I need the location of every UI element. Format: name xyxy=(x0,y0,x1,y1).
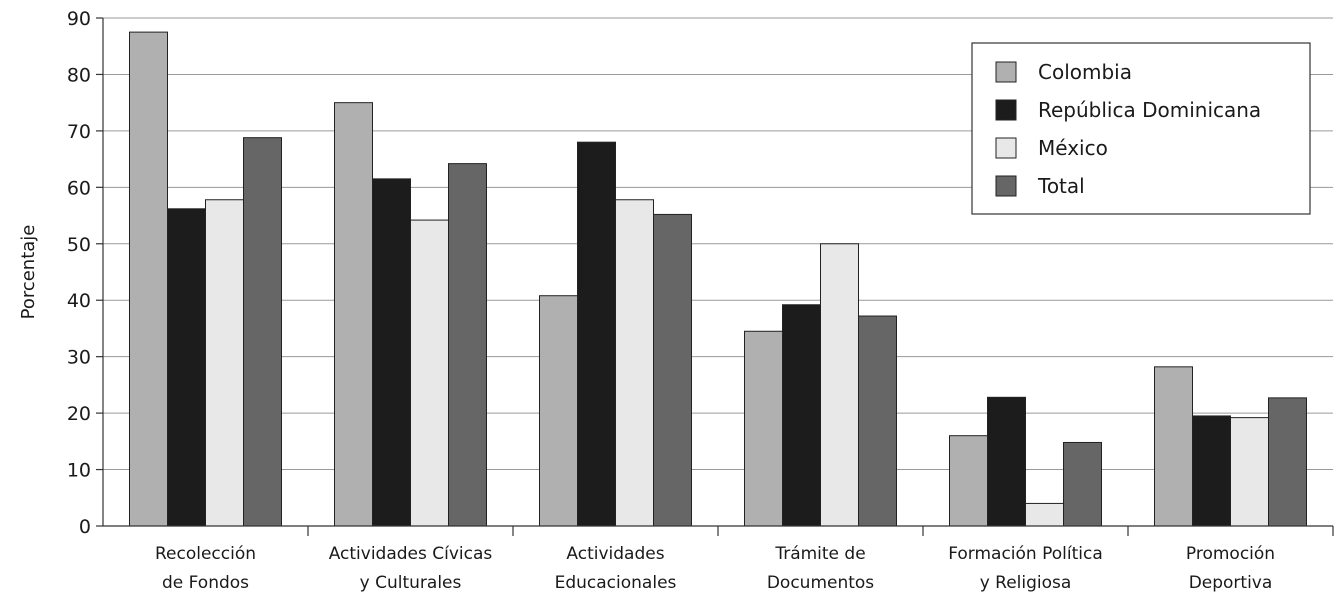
legend-swatch xyxy=(995,175,1017,197)
legend-label: Total xyxy=(1037,174,1085,198)
legend-swatch xyxy=(995,99,1017,121)
category-label: Formación Política xyxy=(948,544,1103,564)
bar xyxy=(372,178,411,527)
bar xyxy=(1268,397,1307,527)
grid-lines xyxy=(103,17,1333,471)
bar xyxy=(167,208,206,527)
bar xyxy=(653,213,692,527)
y-tick-label: 80 xyxy=(67,64,91,86)
bar xyxy=(858,315,897,527)
legend-swatch xyxy=(995,137,1017,159)
category-label: Recolección xyxy=(155,544,256,564)
axes xyxy=(96,17,1334,536)
bar xyxy=(577,141,616,527)
y-tick-label: 90 xyxy=(67,8,91,30)
category-label: Educacionales xyxy=(555,573,677,593)
bar xyxy=(1192,415,1231,527)
legend-label: República Dominicana xyxy=(1038,98,1261,122)
legend-label: México xyxy=(1038,136,1108,160)
category-label: Trámite de xyxy=(774,544,865,564)
bar xyxy=(243,137,282,527)
category-label: Promoción xyxy=(1186,544,1275,564)
bar xyxy=(987,396,1026,527)
bar xyxy=(1025,502,1064,527)
bar xyxy=(1154,366,1193,527)
category-label: Actividades xyxy=(566,544,664,564)
bar xyxy=(334,102,373,527)
y-tick-label: 70 xyxy=(67,121,91,143)
bar xyxy=(744,330,783,527)
y-axis-title: Porcentaje xyxy=(18,225,39,320)
bar xyxy=(448,163,487,527)
bar xyxy=(615,199,654,527)
category-label: Actividades Cívicas xyxy=(329,544,493,564)
category-label: Documentos xyxy=(767,573,874,593)
y-tick-label: 0 xyxy=(79,516,91,538)
bar xyxy=(1063,441,1102,527)
category-label: y Culturales xyxy=(360,573,462,593)
legend-swatch xyxy=(995,61,1017,83)
category-label: y Religiosa xyxy=(980,573,1072,593)
category-labels: Recolección de Fondos Actividades Cívicas y… xyxy=(155,544,1275,593)
y-tick-labels: 0 10 20 30 40 50 60 70 80 90 xyxy=(67,8,91,538)
bar xyxy=(949,435,988,527)
legend: Colombia República Dominicana México Total xyxy=(971,42,1311,215)
y-tick-label: 20 xyxy=(67,403,91,425)
bars xyxy=(129,31,1307,527)
y-tick-label: 50 xyxy=(67,234,91,256)
category-label: de Fondos xyxy=(162,573,249,593)
bar xyxy=(205,199,244,527)
bar xyxy=(1230,417,1269,527)
y-tick-label: 40 xyxy=(67,290,91,312)
y-tick-label: 30 xyxy=(67,347,91,369)
bar xyxy=(410,219,449,527)
category-label: Deportiva xyxy=(1189,573,1273,593)
y-tick-label: 10 xyxy=(67,460,91,482)
y-tick-label: 60 xyxy=(67,177,91,199)
bar xyxy=(820,243,859,527)
bar xyxy=(539,295,578,527)
bar xyxy=(129,31,168,527)
legend-label: Colombia xyxy=(1038,60,1132,84)
legend-box xyxy=(971,42,1311,215)
bar xyxy=(782,304,821,527)
